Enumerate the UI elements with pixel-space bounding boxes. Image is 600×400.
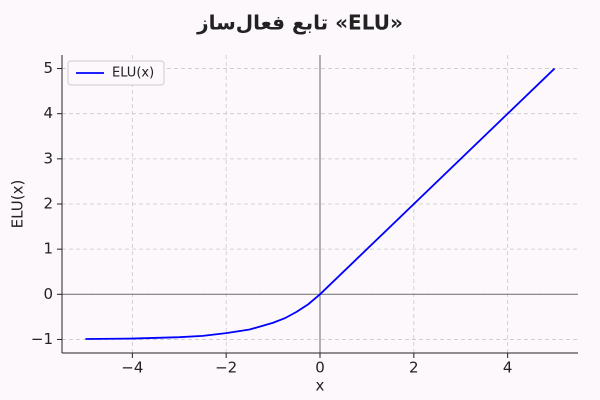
legend-box (67, 60, 165, 86)
y-tick-label: 2 (43, 195, 53, 213)
y-tick-label: 1 (43, 240, 53, 258)
x-axis-label: x (316, 377, 325, 395)
y-tick-label: 4 (43, 104, 53, 122)
legend-label: ELU(x) (112, 66, 154, 81)
y-axis-label: ELU(x) (9, 180, 27, 229)
chart-title: تابع فعال‌ساز «ELU» (196, 11, 403, 35)
y-tick-label: 0 (43, 285, 53, 303)
x-tick-label: 0 (315, 359, 325, 377)
y-tick-label: 5 (43, 59, 53, 77)
series-line (85, 67, 556, 340)
x-tick-label: 2 (409, 359, 419, 377)
x-tick-label: −4 (121, 359, 143, 377)
y-tick-label: −1 (31, 330, 53, 348)
x-tick-label: −2 (215, 359, 237, 377)
x-tick-label: 4 (503, 359, 513, 377)
y-tick-label: 3 (43, 149, 53, 167)
